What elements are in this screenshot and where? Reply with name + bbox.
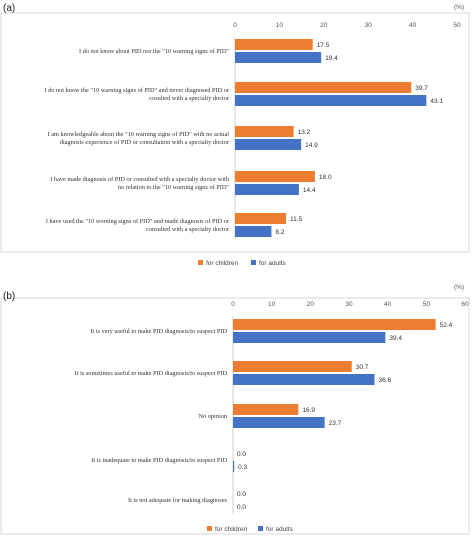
bar-adults bbox=[235, 226, 272, 237]
panel-label: (a) bbox=[3, 3, 15, 14]
bar-adults bbox=[235, 139, 302, 150]
bar-adults bbox=[235, 52, 322, 63]
x-tick-label: 40 bbox=[384, 301, 392, 308]
data-label: 52.4 bbox=[440, 322, 453, 329]
category-label: I do not know the "10 warning signs of P… bbox=[44, 87, 229, 94]
category-label: It is inadequate to make PID diagnosis/t… bbox=[91, 457, 227, 464]
x-tick-label: 50 bbox=[453, 22, 461, 29]
bar-adults bbox=[233, 461, 235, 472]
category-label: diagnosis experience of PID or consultat… bbox=[60, 139, 230, 146]
x-tick-label: 60 bbox=[461, 301, 469, 308]
category-label: It is sometimes useful to make PID diagn… bbox=[75, 370, 228, 377]
x-tick-label: 0 bbox=[233, 22, 237, 29]
data-label: 19.4 bbox=[325, 55, 338, 62]
bar-adults bbox=[233, 417, 325, 428]
axis-unit-label: (%) bbox=[454, 4, 464, 11]
x-tick-label: 10 bbox=[276, 22, 284, 29]
x-tick-label: 20 bbox=[320, 22, 328, 29]
axis-unit-label: (%) bbox=[454, 284, 464, 291]
data-label: 14.4 bbox=[303, 187, 316, 194]
legend-swatch bbox=[198, 260, 203, 265]
x-tick-label: 20 bbox=[307, 301, 315, 308]
data-label: 39.7 bbox=[415, 85, 428, 92]
legend-swatch bbox=[258, 526, 263, 531]
bar-children bbox=[233, 361, 352, 372]
data-label: 16.9 bbox=[302, 407, 315, 414]
legend-entry: for adults bbox=[259, 260, 286, 267]
category-label: consulted with a specialty doctor bbox=[146, 226, 230, 233]
category-label: No opinion bbox=[198, 413, 227, 420]
x-tick-label: 40 bbox=[409, 22, 417, 29]
data-label: 39.4 bbox=[389, 335, 402, 342]
legend-entry: for children bbox=[206, 260, 239, 267]
bar-children bbox=[235, 171, 315, 182]
data-label: 18.0 bbox=[319, 174, 332, 181]
category-label: It is very useful to make PID diagnosis/… bbox=[90, 328, 227, 335]
panel-frame bbox=[0, 12, 470, 253]
panel-frame bbox=[0, 297, 470, 535]
bar-children bbox=[235, 82, 412, 93]
legend-entry: for adults bbox=[266, 526, 293, 533]
data-label: 13.2 bbox=[298, 129, 311, 136]
data-label: 0.0 bbox=[237, 504, 246, 511]
x-tick-label: 30 bbox=[345, 301, 353, 308]
category-label: I have used the "10 worning signs of PID… bbox=[46, 218, 230, 225]
data-label: 17.5 bbox=[317, 42, 330, 49]
bar-children bbox=[235, 213, 287, 224]
category-label: I am knowledgeable about the "10 warning… bbox=[48, 131, 230, 138]
bar-children bbox=[233, 319, 436, 330]
legend-swatch bbox=[207, 526, 212, 531]
data-label: 43.1 bbox=[430, 98, 443, 105]
data-label: 0.0 bbox=[237, 451, 246, 458]
data-label: 14.9 bbox=[305, 142, 318, 149]
x-tick-label: 10 bbox=[268, 301, 276, 308]
bar-adults bbox=[233, 374, 375, 385]
data-label: 11.5 bbox=[290, 216, 303, 223]
category-label: no relation to the "10 warning signs of … bbox=[118, 184, 230, 191]
data-label: 0.3 bbox=[238, 464, 247, 471]
legend-entry: for children bbox=[215, 526, 248, 533]
bar-adults bbox=[235, 95, 427, 106]
x-tick-label: 50 bbox=[423, 301, 431, 308]
category-label: cosulted with a specialty doctor bbox=[149, 95, 230, 102]
category-label: I have made diagnosis of PID or consulte… bbox=[50, 176, 230, 183]
panel-label: (b) bbox=[3, 291, 15, 302]
bar-adults bbox=[235, 184, 299, 195]
bar-children bbox=[235, 39, 313, 50]
category-label: I do not know about PID nor the "10 warn… bbox=[79, 48, 229, 55]
data-label: 0.0 bbox=[237, 491, 246, 498]
bar-adults bbox=[233, 332, 386, 343]
data-label: 30.7 bbox=[356, 364, 369, 371]
x-tick-label: 0 bbox=[231, 301, 235, 308]
legend-swatch bbox=[251, 260, 256, 265]
category-label: It is not adequate for making diagnoses bbox=[128, 497, 228, 504]
x-tick-label: 30 bbox=[365, 22, 373, 29]
bar-children bbox=[235, 126, 294, 137]
data-label: 36.6 bbox=[379, 377, 392, 384]
data-label: 23.7 bbox=[329, 420, 342, 427]
bar-children bbox=[233, 404, 299, 415]
data-label: 8.2 bbox=[275, 229, 284, 236]
